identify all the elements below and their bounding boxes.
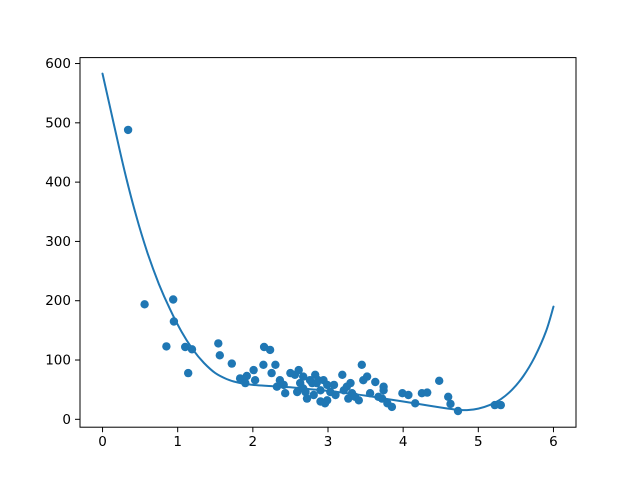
scatter-point [323,396,332,405]
scatter-point [281,389,290,398]
x-axis-tick-label: 1 [173,434,182,450]
scatter-point [446,399,455,409]
y-axis-tick-label: 400 [45,175,71,191]
scatter-point [214,339,223,348]
scatter-point [344,394,353,403]
scatter-point [338,370,347,379]
scatter-point [302,394,312,403]
scatter-point [371,377,380,387]
scatter-point [362,372,372,381]
scatter-point [357,360,366,369]
scatter-point [435,376,444,385]
scatter-point [496,400,505,410]
scatter-point [184,368,193,378]
y-axis-tick-label: 600 [45,56,71,72]
scatter-point [250,376,260,385]
scatter-point [123,125,133,135]
x-axis-tick-label: 3 [324,434,333,450]
x-axis-tick-label: 6 [549,434,558,450]
x-axis-tick-label: 0 [98,434,107,450]
scatter-point [162,342,171,351]
scatter-point [242,371,251,381]
y-axis-tick-label: 200 [45,293,71,309]
scatter-point [323,380,332,390]
scatter-point [140,300,149,309]
x-axis-tick-label: 5 [474,434,483,450]
scatter-point [379,386,388,395]
y-axis-tick-label: 500 [45,115,71,131]
scatter-point [444,392,453,401]
scatter-point [354,396,363,405]
scatter-point [329,380,339,390]
fit-curve [101,72,555,412]
y-axis-tick-label: 300 [45,234,71,250]
scatter-point [169,295,178,304]
scatter-point [265,345,275,355]
scatter-point [215,351,224,360]
scatter-point [299,372,308,381]
scatter-point [453,406,463,416]
scatter-point [423,388,432,397]
scatter-point [227,359,236,368]
y-axis-tick-label: 100 [45,353,71,369]
scatter-point [309,390,318,400]
scatter-point [259,360,268,369]
scatter-point [267,368,276,378]
x-axis-tick-label: 4 [399,434,408,450]
scatter-point [387,402,397,412]
plot-area [80,57,576,428]
scatter-point [294,365,303,375]
scatter-point [249,365,258,375]
x-axis-tick-label: 2 [249,434,258,450]
scatter-point [271,360,280,369]
scatter-point [404,390,413,400]
scatter-point [181,342,190,352]
y-axis-tick-label: 0 [62,412,71,428]
scatter-point [346,378,355,388]
